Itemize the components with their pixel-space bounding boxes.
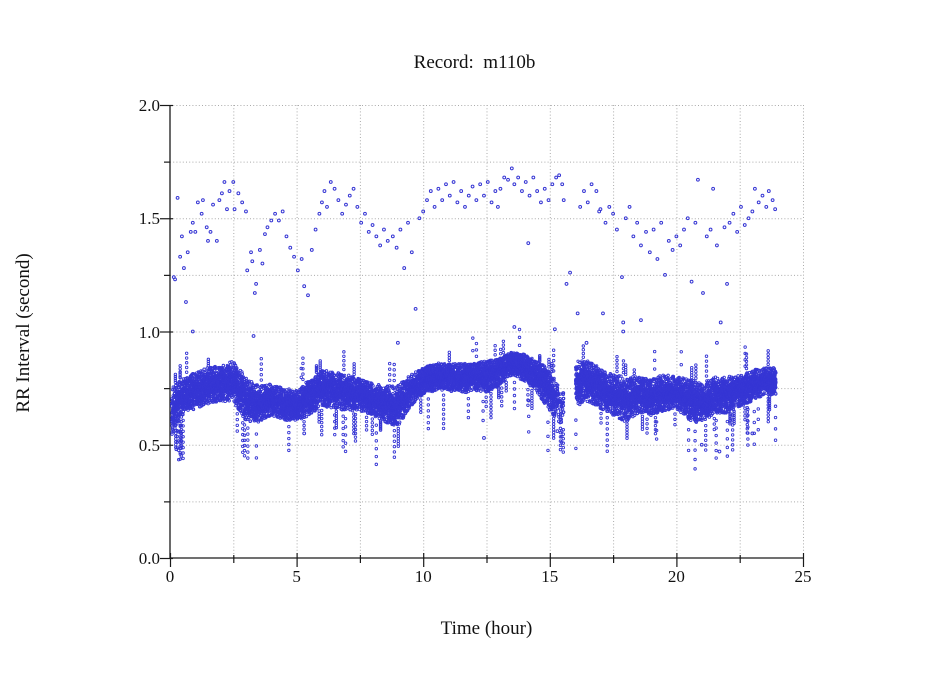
y-tick-label: 2.0 <box>138 96 160 115</box>
y-tick-label: 1.5 <box>138 209 160 229</box>
x-tick-label: 25 <box>794 567 812 586</box>
chart-title: Record: m110b <box>413 52 536 73</box>
y-tick-label: 0.0 <box>138 549 160 568</box>
x-tick-label: 15 <box>541 567 559 586</box>
x-tick-label: 0 <box>165 567 175 586</box>
x-tick-label: 20 <box>667 567 685 586</box>
y-tick-label: 0.5 <box>138 435 160 455</box>
y-tick-label: 1.0 <box>138 322 160 342</box>
x-tick-label: 5 <box>292 567 301 586</box>
y-axis-title: RR Interval (second) <box>13 253 34 413</box>
x-axis-title: Time (hour) <box>440 618 533 639</box>
x-tick-label: 10 <box>414 567 432 586</box>
